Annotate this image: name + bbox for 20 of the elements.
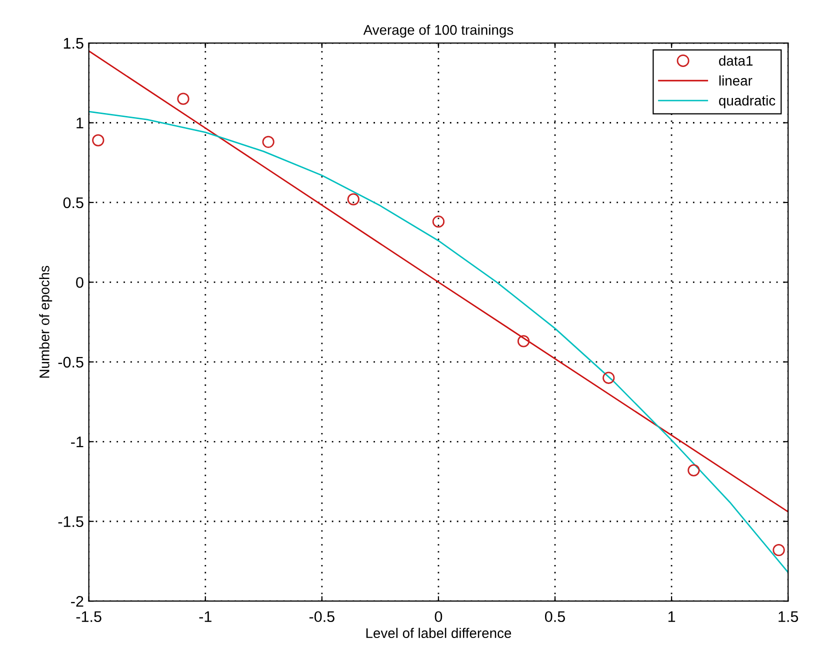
x-tick-label: 0 — [434, 611, 442, 622]
x-tick-label: -0.5 — [309, 611, 334, 622]
x-tick-label: 1.5 — [778, 611, 798, 622]
legend-label: quadratic — [719, 95, 776, 108]
y-tick-label: 0.5 — [63, 197, 84, 208]
x-tick-label: 0.5 — [544, 611, 565, 622]
legend-label: linear — [719, 75, 752, 86]
y-tick-label: -0.5 — [58, 356, 84, 368]
y-tick-label: -1 — [71, 436, 84, 448]
y-tick-label: -2 — [71, 596, 84, 607]
x-axis-title: Level of label difference — [366, 628, 512, 638]
y-tick-label: 0 — [76, 277, 84, 288]
y-tick-label: 1 — [76, 118, 84, 128]
chart-title: Average of 100 trainings — [363, 24, 514, 38]
x-tick-label: -1 — [199, 611, 212, 622]
y-axis-title: Number of epochs — [39, 266, 52, 378]
x-tick-label: 1 — [668, 611, 676, 622]
y-tick-label: 1.5 — [64, 38, 84, 49]
legend-label: data1 — [719, 56, 753, 66]
y-tick-label: -1.5 — [58, 516, 84, 528]
